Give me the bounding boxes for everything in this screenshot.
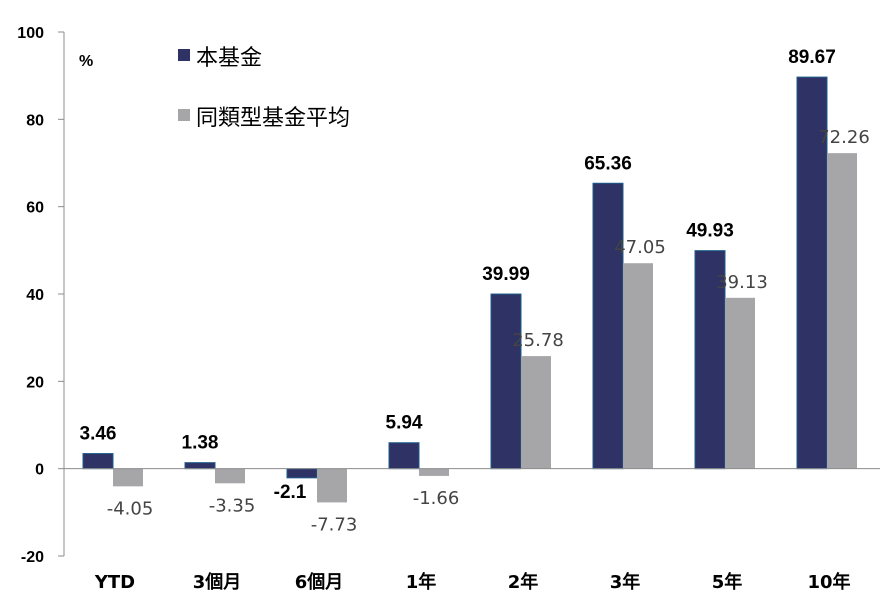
y-tick-label: 20 <box>26 374 44 391</box>
value-label-peer-average-3: -1.66 <box>413 488 460 509</box>
bar-fund-3 <box>388 442 420 470</box>
bar-peer-average-3 <box>419 468 449 476</box>
value-label-fund-0: 3.46 <box>80 424 117 445</box>
bar-fund-0 <box>82 453 114 470</box>
bar-peer-average-6 <box>725 297 755 469</box>
value-label-peer-average-7: 72.26 <box>818 127 870 148</box>
legend-swatch-fund <box>178 49 190 61</box>
bar-fund-7 <box>796 76 828 470</box>
legend-label-peer-average: 同類型基金平均 <box>196 106 350 131</box>
value-label-fund-6: 49.93 <box>686 221 734 242</box>
value-label-fund-5: 65.36 <box>584 153 632 174</box>
bar-fund-5 <box>592 182 624 470</box>
y-tick-label: 60 <box>26 200 44 217</box>
bar-peer-average-7 <box>827 153 857 469</box>
legend-swatch-peer-average <box>178 109 190 121</box>
value-label-peer-average-2: -7.73 <box>311 514 358 535</box>
value-label-peer-average-1: -3.35 <box>209 495 256 516</box>
bar-peer-average-5 <box>623 263 653 469</box>
value-label-fund-1: 1.38 <box>182 433 219 454</box>
y-tick-label: 80 <box>26 112 44 129</box>
value-label-fund-2: -2.1 <box>274 482 307 503</box>
y-tick-label: -20 <box>21 549 44 566</box>
bar-peer-average-4 <box>521 356 551 469</box>
value-label-peer-average-5: 47.05 <box>614 237 666 258</box>
bar-peer-average-2 <box>317 468 347 503</box>
value-labels: 3.46 1.38 -2.1 5.94 39.99 65.36 49.93 89.67 -4.0… <box>80 47 870 535</box>
y-axis: 100 80 60 40 20 0 -20 <box>17 25 65 566</box>
value-label-peer-average-0: -4.05 <box>107 498 154 519</box>
x-category-label: YTD <box>94 572 135 593</box>
y-tick-label: 40 <box>26 287 44 304</box>
x-category-label: 1年 <box>406 571 437 593</box>
x-category-label: 6個月 <box>295 572 344 593</box>
bar-peer-average-1 <box>215 468 245 484</box>
x-category-label: 10年 <box>807 571 850 593</box>
value-label-fund-3: 5.94 <box>386 413 423 434</box>
y-tick-label: 100 <box>17 25 44 42</box>
value-label-peer-average-4: 25.78 <box>512 330 564 351</box>
bar-fund-1 <box>184 462 216 470</box>
bar-fund-4 <box>490 293 522 470</box>
x-category-label: 5年 <box>712 571 743 593</box>
x-category-label: 2年 <box>508 571 539 593</box>
value-label-peer-average-6: 39.13 <box>716 272 768 293</box>
bar-peer-average-0 <box>113 468 143 487</box>
legend: 本基金 同類型基金平均 <box>178 46 350 131</box>
legend-label-fund: 本基金 <box>196 46 262 71</box>
y-unit-label: % <box>79 53 93 70</box>
x-category-label: 3個月 <box>193 572 242 593</box>
bar-fund-2 <box>286 468 318 479</box>
value-label-fund-4: 39.99 <box>482 264 530 285</box>
bar-fund-6 <box>694 250 726 470</box>
x-axis: YTD 3個月 6個月 1年 2年 3年 5年 10年 <box>64 468 880 593</box>
x-category-label: 3年 <box>610 571 641 593</box>
y-tick-label: 0 <box>35 462 44 479</box>
value-label-fund-7: 89.67 <box>788 47 836 68</box>
